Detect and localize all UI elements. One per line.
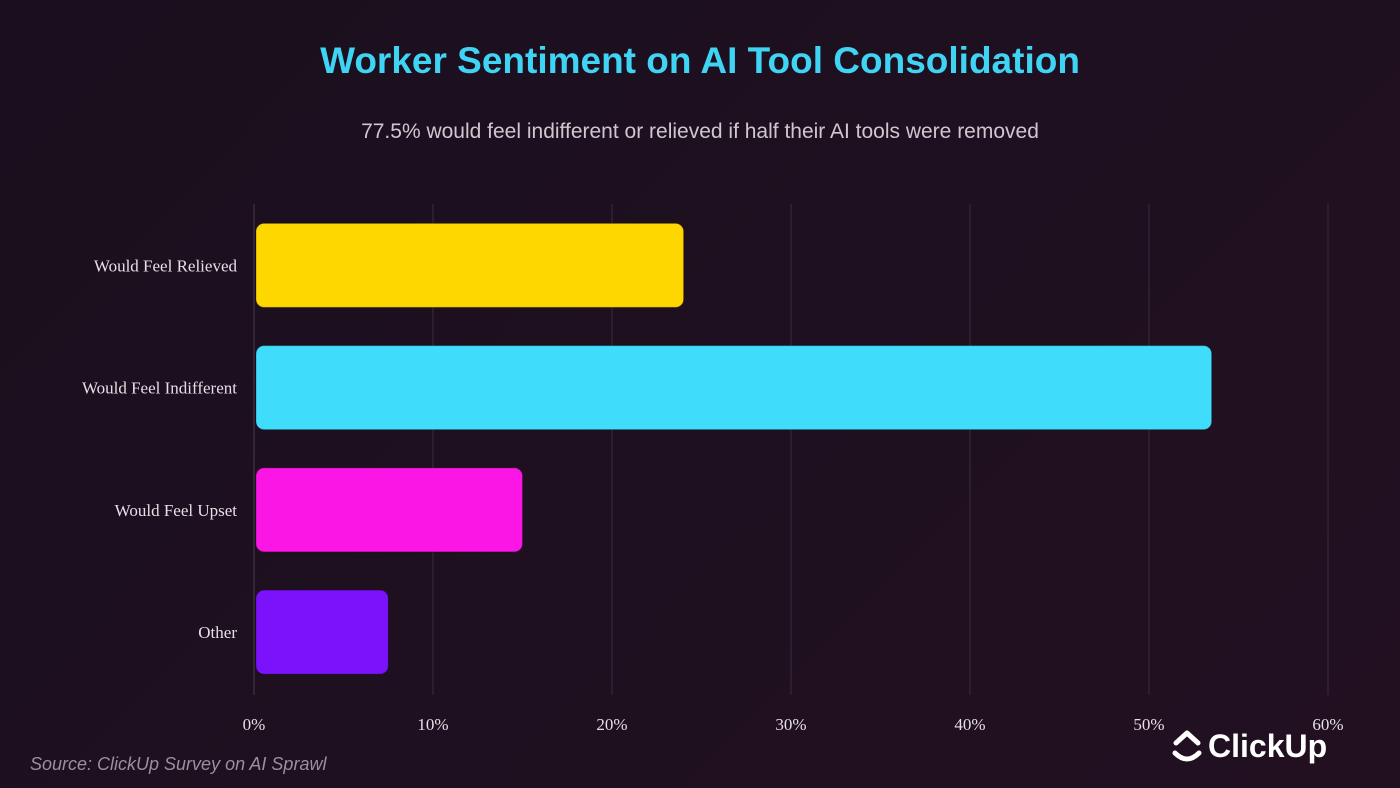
clickup-logo-icon <box>1172 730 1202 761</box>
chart-title: Worker Sentiment on AI Tool Consolidatio… <box>320 40 1080 81</box>
x-tick-label: 20% <box>596 715 627 734</box>
x-tick-label: 50% <box>1133 715 1164 734</box>
chart-subtitle: 77.5% would feel indifferent or relieved… <box>361 120 1039 143</box>
logo-text: ClickUp <box>1208 728 1328 764</box>
x-tick-label: 0% <box>243 715 266 734</box>
x-tick-label: 60% <box>1312 715 1343 734</box>
category-label: Would Feel Upset <box>115 501 238 520</box>
source-note: Source: ClickUp Survey on AI Sprawl <box>30 754 327 774</box>
x-tick-label: 30% <box>775 715 806 734</box>
category-label: Would Feel Indifferent <box>82 379 237 398</box>
bar <box>255 222 685 308</box>
x-tick-label: 10% <box>417 715 448 734</box>
x-tick-label: 40% <box>954 715 985 734</box>
clickup-logo: ClickUp <box>1172 728 1327 765</box>
category-label: Would Feel Relieved <box>94 256 238 275</box>
category-label: Other <box>198 623 237 642</box>
bar <box>255 589 389 675</box>
bar <box>255 467 523 553</box>
bar <box>255 345 1213 431</box>
